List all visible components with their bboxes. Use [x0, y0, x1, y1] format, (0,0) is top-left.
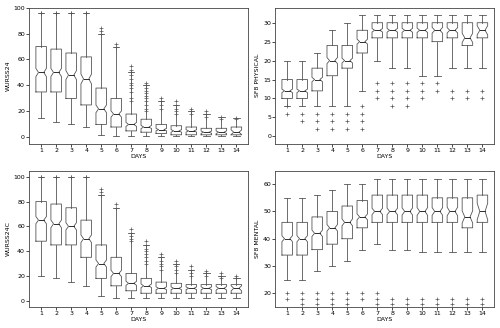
Polygon shape — [327, 45, 338, 76]
Polygon shape — [216, 285, 226, 293]
Polygon shape — [402, 195, 412, 222]
Polygon shape — [357, 30, 368, 53]
Y-axis label: SF8 PHYSICAL: SF8 PHYSICAL — [256, 54, 260, 97]
Polygon shape — [141, 119, 152, 132]
X-axis label: DAYS: DAYS — [376, 154, 393, 159]
Polygon shape — [432, 23, 442, 42]
Polygon shape — [171, 126, 181, 135]
Polygon shape — [66, 208, 76, 245]
Polygon shape — [201, 128, 211, 135]
Polygon shape — [282, 222, 292, 255]
Polygon shape — [156, 124, 166, 133]
Polygon shape — [297, 79, 308, 98]
Polygon shape — [477, 195, 488, 222]
Polygon shape — [312, 68, 322, 91]
Polygon shape — [96, 88, 106, 124]
Polygon shape — [171, 283, 181, 293]
Polygon shape — [81, 220, 92, 257]
Polygon shape — [387, 195, 398, 222]
Polygon shape — [126, 114, 136, 131]
Polygon shape — [312, 217, 322, 250]
Polygon shape — [216, 128, 226, 135]
Polygon shape — [96, 245, 106, 278]
Y-axis label: WURSS24: WURSS24 — [6, 60, 10, 91]
Polygon shape — [447, 23, 458, 38]
X-axis label: DAYS: DAYS — [376, 318, 393, 322]
X-axis label: DAYS: DAYS — [130, 154, 147, 159]
Y-axis label: WURSS24C: WURSS24C — [6, 221, 10, 256]
Polygon shape — [402, 23, 412, 38]
Polygon shape — [462, 198, 472, 228]
Polygon shape — [186, 285, 196, 293]
Polygon shape — [342, 206, 352, 239]
Polygon shape — [327, 212, 338, 244]
Polygon shape — [111, 257, 122, 286]
Polygon shape — [111, 98, 122, 127]
Polygon shape — [66, 53, 76, 98]
Polygon shape — [297, 222, 308, 255]
Polygon shape — [387, 23, 398, 38]
Polygon shape — [477, 23, 488, 38]
Polygon shape — [372, 23, 382, 38]
Polygon shape — [51, 204, 62, 245]
Polygon shape — [357, 200, 368, 228]
Polygon shape — [201, 285, 211, 293]
X-axis label: DAYS: DAYS — [130, 318, 147, 322]
Polygon shape — [432, 198, 442, 222]
Polygon shape — [417, 23, 428, 38]
Polygon shape — [447, 198, 458, 222]
Polygon shape — [156, 282, 166, 293]
Y-axis label: SF8 MENTAL: SF8 MENTAL — [256, 219, 260, 258]
Polygon shape — [417, 195, 428, 222]
Polygon shape — [141, 278, 152, 293]
Polygon shape — [342, 45, 352, 68]
Polygon shape — [36, 201, 46, 241]
Polygon shape — [372, 195, 382, 222]
Polygon shape — [231, 127, 241, 135]
Polygon shape — [51, 49, 62, 92]
Polygon shape — [462, 23, 472, 45]
Polygon shape — [126, 274, 136, 291]
Polygon shape — [282, 79, 292, 98]
Polygon shape — [81, 57, 92, 105]
Polygon shape — [186, 127, 196, 135]
Polygon shape — [36, 47, 46, 92]
Polygon shape — [231, 285, 241, 293]
